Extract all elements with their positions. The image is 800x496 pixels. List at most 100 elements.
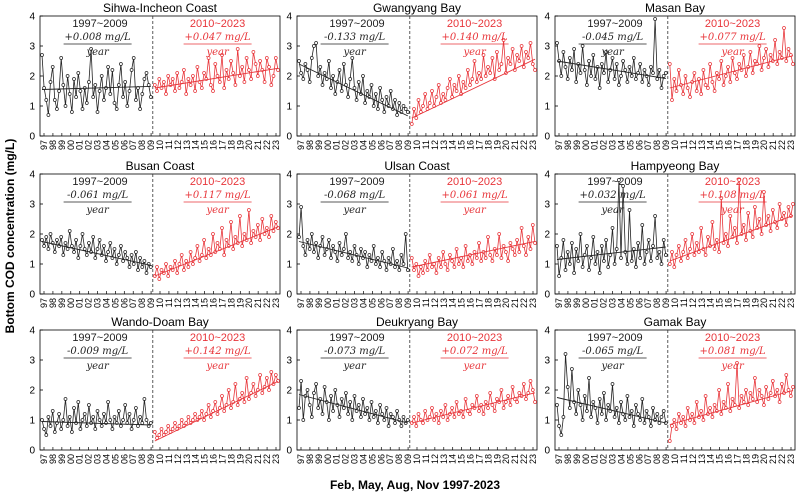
data-point xyxy=(589,256,593,260)
x-tick-label: 22 xyxy=(777,140,787,150)
data-point xyxy=(202,418,206,422)
period-label-late: 2010~2023 xyxy=(190,332,245,344)
panel-title: Sihwa-Incheon Coast xyxy=(103,1,218,15)
x-tick-label: 17 xyxy=(217,454,227,464)
data-point xyxy=(667,439,672,443)
data-point xyxy=(694,89,699,93)
data-point xyxy=(750,235,755,239)
data-point xyxy=(521,382,526,386)
x-tick-label: 04 xyxy=(101,298,111,308)
data-point xyxy=(591,235,596,239)
x-tick-label: 15 xyxy=(457,454,467,464)
data-point xyxy=(65,74,70,78)
data-point xyxy=(320,235,325,239)
x-tick-label: 17 xyxy=(474,298,484,308)
x-tick-label: 14 xyxy=(191,140,201,150)
data-point xyxy=(530,388,535,392)
data-point xyxy=(766,65,771,69)
x-tick-label: 97 xyxy=(39,454,49,464)
x-tick-label: 23 xyxy=(271,140,281,150)
data-point xyxy=(195,244,200,248)
data-point xyxy=(759,232,764,236)
series-line-late xyxy=(411,224,536,277)
trend-line-late xyxy=(154,67,279,89)
y-tick-label: 4 xyxy=(286,326,292,337)
data-point xyxy=(423,409,428,413)
x-tick-label: 13 xyxy=(439,454,449,464)
data-point xyxy=(363,250,367,254)
data-point xyxy=(670,250,674,254)
data-point xyxy=(646,238,651,242)
data-point xyxy=(631,56,636,60)
data-point xyxy=(409,256,414,260)
data-point xyxy=(672,418,677,422)
data-point xyxy=(339,397,344,401)
trend-line-early xyxy=(41,241,151,266)
x-tick-label: 18 xyxy=(226,140,236,150)
data-point xyxy=(346,256,350,260)
data-point xyxy=(524,253,528,257)
data-point xyxy=(376,107,380,111)
x-tick-label: 18 xyxy=(483,298,493,308)
period-label-early: 1997~2009 xyxy=(587,18,642,30)
trend-rate-label: -0.009 mg/L xyxy=(67,346,128,357)
x-tick-label: 16 xyxy=(209,298,219,308)
data-point xyxy=(501,406,506,410)
data-point xyxy=(570,68,574,72)
x-tick-label: 15 xyxy=(200,140,210,150)
x-tick-label: 99 xyxy=(572,140,582,150)
x-tick-label: 21 xyxy=(510,140,520,150)
y-tick-label: 3 xyxy=(544,42,550,53)
x-tick-label: 12 xyxy=(688,140,698,150)
data-point xyxy=(61,418,66,422)
data-point xyxy=(177,424,182,428)
data-point xyxy=(356,262,361,266)
data-point xyxy=(327,418,331,422)
data-point xyxy=(510,385,515,389)
data-point xyxy=(683,424,688,428)
data-point xyxy=(50,409,55,413)
x-tick-label: 00 xyxy=(581,454,591,464)
trend-rate-label: +0.140 mg/L xyxy=(442,32,508,43)
data-point xyxy=(526,56,531,60)
data-point xyxy=(297,406,301,410)
data-point xyxy=(363,101,367,105)
data-point xyxy=(659,86,664,90)
data-point xyxy=(655,256,660,260)
data-point xyxy=(576,388,581,392)
data-point xyxy=(391,415,395,419)
x-tick-label: 00 xyxy=(66,140,76,150)
data-point xyxy=(657,250,662,254)
data-point xyxy=(721,83,726,87)
x-tick-label: 97 xyxy=(296,140,306,150)
x-tick-label: 23 xyxy=(528,140,538,150)
data-point xyxy=(129,68,134,72)
x-tick-label: 15 xyxy=(457,140,467,150)
y-tick-label: 3 xyxy=(286,200,292,211)
panel-title: Gwangyang Bay xyxy=(373,1,461,15)
data-point xyxy=(222,409,227,413)
data-point xyxy=(497,68,502,72)
x-tick-label: 03 xyxy=(608,454,618,464)
data-point xyxy=(399,424,404,428)
data-point xyxy=(574,80,579,84)
data-point xyxy=(369,400,374,404)
data-point xyxy=(642,262,647,266)
data-point xyxy=(694,241,699,245)
data-point xyxy=(299,205,303,209)
x-tick-label: 00 xyxy=(581,298,591,308)
x-tick-label: 18 xyxy=(483,454,493,464)
data-point xyxy=(474,256,479,260)
data-point xyxy=(672,265,677,269)
data-point xyxy=(104,421,108,425)
x-tick-label: 13 xyxy=(182,140,192,150)
data-point xyxy=(233,235,238,239)
data-point xyxy=(559,74,564,78)
data-point xyxy=(104,259,108,263)
x-tick-label: 14 xyxy=(191,298,201,308)
data-point xyxy=(629,74,634,78)
data-point xyxy=(627,415,632,419)
data-point xyxy=(380,98,385,102)
data-point xyxy=(591,53,596,57)
data-point xyxy=(468,83,472,87)
